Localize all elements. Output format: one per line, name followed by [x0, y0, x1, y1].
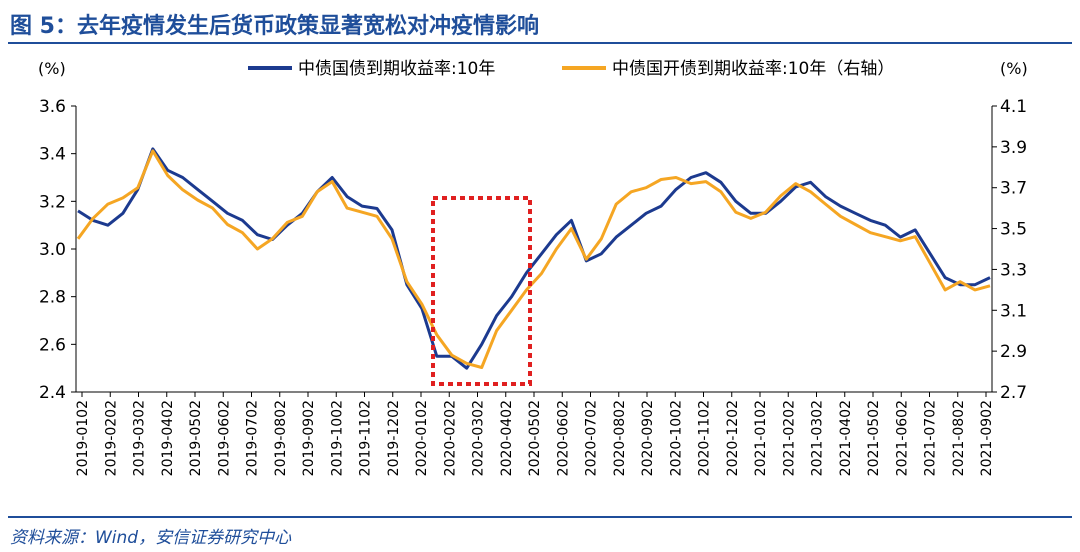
source-rule — [8, 516, 1072, 518]
source-note: 资料来源：Wind，安信证券研究中心 — [10, 528, 292, 548]
y-right-tick-label: 2.7 — [1000, 383, 1027, 403]
x-tick-label: 2019-1202 — [386, 400, 402, 476]
y-right-tick-label: 3.3 — [1000, 260, 1027, 280]
x-tick-label: 2021-0702 — [923, 400, 939, 476]
x-tick-label: 2020-0902 — [640, 400, 656, 476]
y-right-tick-label: 3.1 — [1000, 301, 1027, 321]
x-tick-label: 2020-0502 — [527, 400, 543, 476]
x-tick-label: 2021-0602 — [894, 400, 910, 476]
x-tick-label: 2021-0402 — [838, 400, 854, 476]
y-left-tick-label: 3.2 — [39, 192, 66, 212]
title-rule — [8, 42, 1072, 44]
y-right-tick-label: 4.1 — [1000, 97, 1027, 117]
x-tick-label: 2019-0902 — [301, 400, 317, 476]
y-left-tick-label: 2.8 — [39, 288, 66, 308]
y-left-tick-label: 3.4 — [39, 145, 66, 165]
x-tick-label: 2020-0302 — [471, 400, 487, 476]
x-tick-label: 2019-0802 — [273, 400, 289, 476]
x-tick-label: 2020-0602 — [555, 400, 571, 476]
line-chart: 2.4 2.6 2.8 3.0 3.2 3.4 3.6 2.7 2.9 3.1 3.3 3.5 3.7 3… — [38, 59, 1028, 476]
x-tick-label: 2020-1202 — [725, 400, 741, 476]
x-tick-label: 2021-0102 — [753, 400, 769, 476]
y-right-unit: (%) — [1000, 59, 1028, 78]
series-line-gov-bond — [77, 147, 991, 370]
x-tick-label: 2020-0702 — [584, 400, 600, 476]
x-tick-label: 2020-0402 — [499, 400, 515, 476]
y-right-tick-label: 2.9 — [1000, 342, 1027, 362]
x-tick-label: 2019-0102 — [75, 400, 91, 476]
y-left-tick-label: 2.6 — [39, 335, 66, 355]
x-tick-label: 2021-0802 — [951, 400, 967, 476]
y-right-tick-label: 3.7 — [1000, 179, 1027, 199]
x-tick-label: 2020-0102 — [414, 400, 430, 476]
y-left-tick-label: 3.6 — [39, 97, 66, 117]
x-tick-label: 2019-0602 — [216, 400, 232, 476]
legend-item-cdb-bond-label: 中债国开债到期收益率:10年（右轴） — [612, 59, 894, 79]
title-bar: 图 5：去年疫情发生后货币政策显著宽松对冲疫情影响 — [0, 0, 1080, 44]
y-right-tick-label: 3.9 — [1000, 138, 1027, 158]
x-tick-label: 2021-0302 — [810, 400, 826, 476]
y-left-unit: (%) — [38, 59, 66, 78]
y-left-tick-label: 2.4 — [39, 383, 66, 403]
x-tick-label: 2019-0302 — [132, 400, 148, 476]
x-tick-label: 2021-0902 — [979, 400, 995, 476]
x-tick-label: 2019-0402 — [160, 400, 176, 476]
chart-legend: 中债国债到期收益率:10年 中债国开债到期收益率:10年（右轴） — [248, 59, 894, 79]
x-tick-label: 2019-1102 — [358, 400, 374, 476]
y-left-tick-label: 3.0 — [39, 240, 66, 260]
x-tick-label: 2021-0202 — [781, 400, 797, 476]
x-tick-label: 2019-1002 — [329, 400, 345, 476]
x-tick-label: 2019-0502 — [188, 400, 204, 476]
x-tick-label: 2020-1002 — [668, 400, 684, 476]
chart-axes: 2.4 2.6 2.8 3.0 3.2 3.4 3.6 2.7 2.9 3.1 3.3 3.5 3.7 3… — [38, 59, 1028, 476]
y-right-tick-label: 3.5 — [1000, 220, 1027, 240]
x-tick-label: 2019-0702 — [245, 400, 261, 476]
highlight-box — [431, 196, 532, 386]
legend-item-gov-bond-label: 中债国债到期收益率:10年 — [298, 59, 495, 79]
x-tick-label: 2020-0802 — [612, 400, 628, 476]
x-tick-label: 2021-0502 — [866, 400, 882, 476]
chart-lines — [76, 147, 991, 386]
x-tick-label: 2020-0202 — [442, 400, 458, 476]
x-tick-label: 2020-1102 — [697, 400, 713, 476]
series-line-cdb-bond — [76, 149, 991, 369]
chart-title: 图 5：去年疫情发生后货币政策显著宽松对冲疫情影响 — [10, 14, 539, 39]
x-tick-label: 2019-0202 — [103, 400, 119, 476]
